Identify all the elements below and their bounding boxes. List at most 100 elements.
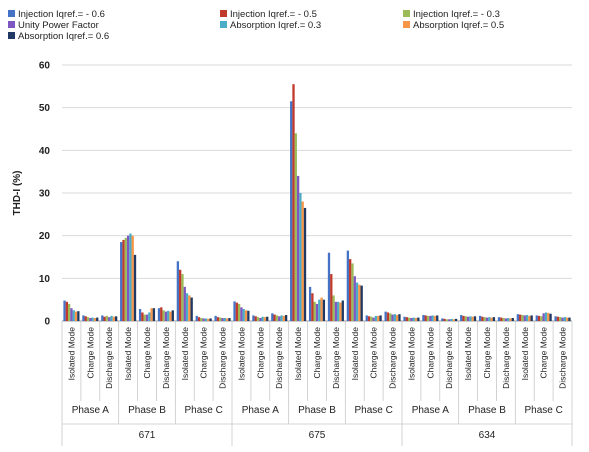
bar (145, 314, 149, 321)
bar (120, 242, 123, 321)
bar (322, 299, 326, 321)
bar (301, 201, 304, 321)
legend-label: Absorption Iqref.= 0.3 (230, 20, 322, 31)
bar (124, 237, 127, 321)
bar (549, 313, 552, 321)
legend-item: Absorption Iqref.= 0.3 (220, 20, 321, 31)
bar (126, 235, 130, 321)
bar (280, 315, 283, 321)
phase-label: Phase B (468, 405, 506, 416)
legend-label: Absorption Iqref.= 0.6 (18, 31, 110, 42)
bar (252, 315, 255, 321)
legend-label: Injection Iqref.= - 0.5 (230, 9, 317, 20)
bar (460, 315, 463, 321)
bar (169, 311, 172, 321)
bar (152, 308, 156, 321)
bar (521, 315, 524, 321)
bar (441, 318, 444, 321)
bar (160, 307, 163, 321)
phase-label: Phase C (184, 405, 222, 416)
bar (485, 317, 489, 321)
bar (294, 133, 297, 321)
bar (407, 317, 411, 321)
bar (101, 315, 104, 321)
bar (450, 318, 453, 321)
bar (365, 315, 368, 321)
x-tick-label: Charge Mode (312, 327, 322, 379)
bar (296, 175, 300, 321)
bar (393, 314, 397, 321)
bar (448, 319, 451, 321)
bar (214, 315, 217, 321)
bar (228, 318, 231, 321)
bar (93, 318, 97, 321)
bar (509, 318, 512, 321)
y-tick-label: 40 (39, 146, 51, 157)
bar (414, 318, 418, 321)
legend-item: Injection Iqref.= - 0.5 (220, 9, 317, 20)
x-tick-label: Isolated Mode (66, 327, 76, 381)
bar (70, 308, 73, 321)
bar (540, 316, 543, 321)
legend-item: Injection Iqref.= - 0.3 (403, 9, 500, 20)
bar (240, 307, 243, 321)
legend-label: Unity Power Factor (18, 20, 99, 31)
bar (349, 259, 352, 321)
bar (488, 317, 491, 321)
bar (112, 316, 115, 321)
bar (403, 316, 406, 321)
bar (65, 301, 68, 321)
y-axis-label: THD-I (%) (12, 171, 23, 216)
bar (332, 295, 335, 321)
bar (330, 274, 333, 321)
bar (478, 315, 482, 321)
bar (261, 316, 264, 321)
bar (197, 317, 201, 321)
y-tick-label: 50 (39, 103, 51, 114)
bar (358, 284, 361, 321)
bar (405, 317, 408, 321)
bar (303, 207, 307, 321)
x-tick-label: Charge Mode (142, 327, 152, 379)
x-tick-label: Charge Mode (539, 327, 549, 379)
legend-item: Absorption Iqref.= 0.5 (403, 20, 504, 31)
bar (355, 282, 359, 321)
legend-swatch (403, 10, 410, 17)
bar (370, 316, 373, 321)
bar (384, 311, 387, 321)
phase-label: Phase A (72, 405, 110, 416)
bar (162, 310, 165, 321)
bar (367, 316, 371, 321)
legend-swatch (220, 10, 227, 17)
bar (96, 317, 99, 321)
legend-swatch (8, 21, 15, 28)
bar (525, 315, 529, 321)
bar (105, 315, 109, 321)
bar (164, 311, 168, 321)
bar (82, 315, 85, 321)
bar (360, 285, 363, 321)
bar (535, 315, 538, 321)
bar (473, 316, 477, 321)
bar (372, 317, 375, 321)
bar (464, 316, 467, 321)
bar (254, 316, 257, 321)
bar (89, 318, 92, 321)
bar (311, 293, 314, 321)
bar (556, 316, 560, 321)
bar (337, 301, 340, 321)
bar (445, 319, 449, 321)
x-tick-label: Isolated Mode (463, 327, 473, 381)
x-tick-label: Discharge Mode (218, 327, 228, 389)
bar (490, 317, 493, 321)
bar (67, 303, 71, 321)
bar (271, 313, 274, 321)
legend-swatch (220, 21, 227, 28)
bar (244, 310, 248, 321)
bar (511, 318, 514, 321)
x-tick-label: Isolated Mode (350, 327, 360, 381)
bar (436, 315, 439, 321)
bar (417, 317, 420, 321)
bar (346, 250, 350, 321)
bar (141, 312, 144, 321)
